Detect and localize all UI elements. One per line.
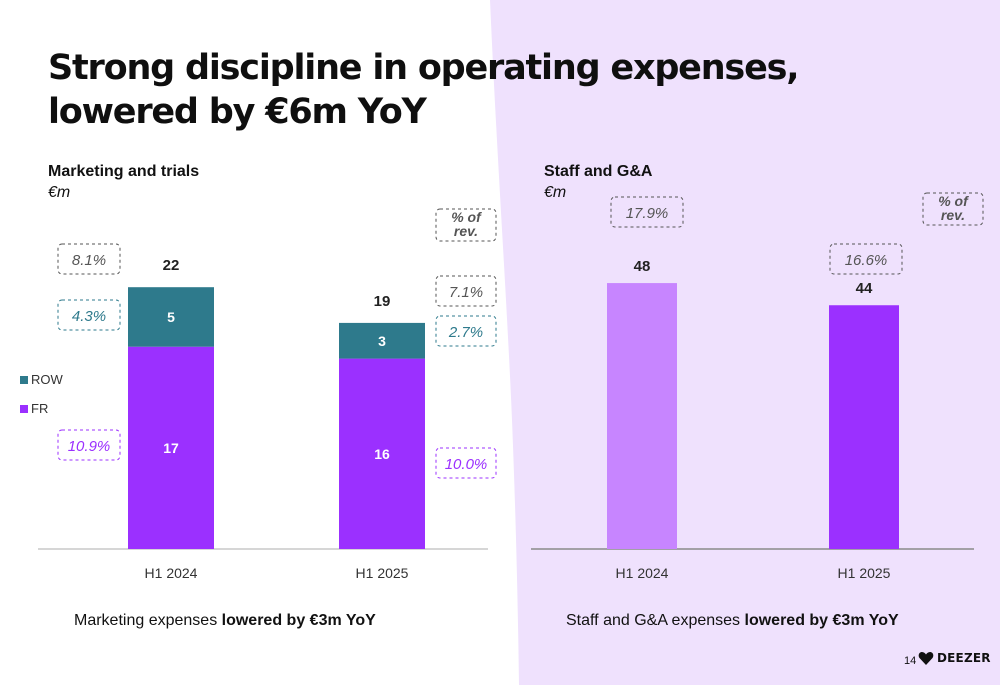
left-caption-text: Marketing expenses <box>74 612 222 629</box>
pct-staff-h1-2024: 17.9% <box>626 205 669 222</box>
data-label-total: 19 <box>374 293 391 310</box>
data-label-fr: 16 <box>374 446 390 462</box>
x-tick-label: H1 2024 <box>145 565 198 581</box>
pct-row-h1-2025: 2.7% <box>448 324 483 341</box>
data-label-staff: 44 <box>856 280 873 297</box>
pct-staff-h1-2025: 16.6% <box>845 252 888 269</box>
brand-name: DEEZER <box>937 651 991 665</box>
left-chart-title: Marketing and trials <box>48 163 200 180</box>
deezer-logo: DEEZER <box>918 650 991 666</box>
pct-staff-h1-2024-box <box>610 196 684 228</box>
bar-row <box>128 287 214 347</box>
pct-fr-h1-2025-box <box>435 447 497 479</box>
left-caption-highlight: lowered by €3m YoY <box>221 612 376 629</box>
bar-row <box>339 322 425 359</box>
data-label-staff: 48 <box>634 258 651 275</box>
right-pct-of-rev-header-box <box>922 192 984 226</box>
pct-total-h1-2025-box <box>435 275 497 307</box>
pct-row-h1-2024: 4.3% <box>72 308 106 325</box>
left-pct-of-rev-header-box <box>435 208 497 242</box>
page-number: 14 <box>904 655 917 667</box>
right-chart-title: Staff and G&A <box>544 163 653 180</box>
pct-total-h1-2025: 7.1% <box>449 284 483 301</box>
x-tick-label: H1 2025 <box>356 565 409 581</box>
bar-fr <box>339 358 425 549</box>
bar-staff <box>607 283 677 549</box>
pct-total-h1-2024-box <box>57 243 121 275</box>
right-chart-unit: €m <box>544 184 567 201</box>
data-label-total: 22 <box>163 257 180 274</box>
x-tick-label: H1 2024 <box>616 565 669 581</box>
data-label-row: 3 <box>378 333 386 349</box>
data-label-fr: 17 <box>163 440 179 456</box>
left-chart-unit: €m <box>48 184 71 201</box>
slide-title: Strong discipline in operating expenses,… <box>48 48 800 132</box>
pct-staff-h1-2025-box <box>829 243 903 275</box>
right-caption-highlight: lowered by €3m YoY <box>744 612 899 629</box>
bar-fr <box>128 346 214 549</box>
right-caption: Staff and G&A expenses lowered by €3m Yo… <box>566 612 899 630</box>
pct-row-h1-2025-box <box>435 315 497 347</box>
pct-fr-h1-2024: 10.9% <box>68 438 111 455</box>
deezer-heart-icon <box>918 651 934 665</box>
left-caption: Marketing expenses lowered by €3m YoY <box>74 612 376 630</box>
data-label-row: 5 <box>167 309 175 325</box>
legend-swatch-row <box>20 376 28 384</box>
legend-swatch-fr <box>20 405 28 413</box>
bar-staff <box>829 305 899 549</box>
legend-label-fr: FR <box>31 401 48 416</box>
right-caption-text: Staff and G&A expenses <box>566 612 745 629</box>
pct-fr-h1-2024-box <box>57 429 121 461</box>
x-tick-label: H1 2025 <box>838 565 891 581</box>
legend-label-row: ROW <box>31 372 64 387</box>
pct-row-h1-2024-box <box>57 299 121 331</box>
right-pct-of-rev-header: % of rev. <box>938 193 969 223</box>
pct-fr-h1-2025: 10.0% <box>445 456 488 473</box>
pct-total-h1-2024: 8.1% <box>72 252 106 269</box>
left-pct-of-rev-header: % of rev. <box>451 209 482 239</box>
